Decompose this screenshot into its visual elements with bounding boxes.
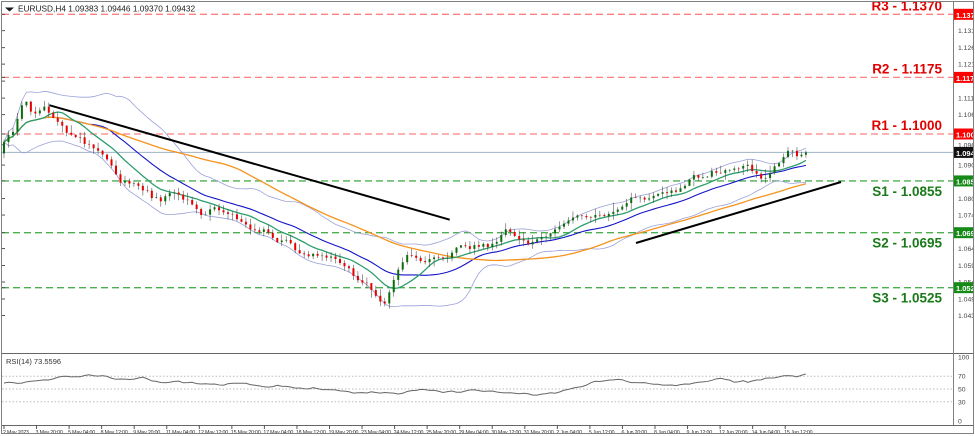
svg-text:23 May 04:00: 23 May 04:00 — [361, 430, 391, 434]
svg-text:R1 - 1.1000: R1 - 1.1000 — [871, 118, 942, 133]
svg-text:6 Jun 20:00: 6 Jun 20:00 — [621, 430, 647, 434]
svg-text:1.10600: 1.10600 — [958, 112, 974, 119]
svg-text:1.04390: 1.04390 — [958, 313, 974, 320]
svg-text:1.05250: 1.05250 — [956, 284, 974, 293]
svg-text:1.11750: 1.11750 — [956, 74, 974, 83]
svg-text:1.09432: 1.09432 — [956, 149, 974, 158]
svg-text:S3 - 1.0525: S3 - 1.0525 — [872, 291, 942, 306]
svg-text:9 May 20:00: 9 May 20:00 — [133, 430, 160, 434]
svg-text:1.08550: 1.08550 — [956, 177, 974, 186]
svg-text:5 Jun 12:00: 5 Jun 12:00 — [589, 430, 615, 434]
svg-text:19 May 20:00: 19 May 20:00 — [329, 430, 359, 434]
svg-text:9 Jun 12:00: 9 Jun 12:00 — [687, 430, 713, 434]
svg-text:1.09040: 1.09040 — [958, 163, 974, 170]
svg-text:8 Jun 04:00: 8 Jun 04:00 — [654, 430, 680, 434]
svg-text:11 May 04:00: 11 May 04:00 — [166, 430, 196, 434]
svg-text:8 May 12:00: 8 May 12:00 — [101, 430, 128, 434]
svg-text:1.13700: 1.13700 — [956, 11, 974, 20]
svg-text:1.04900: 1.04900 — [958, 297, 974, 304]
svg-text:1.12160: 1.12160 — [958, 62, 974, 69]
svg-text:1.10000: 1.10000 — [956, 131, 974, 140]
svg-text:S1 - 1.0855: S1 - 1.0855 — [872, 184, 942, 199]
svg-text:1.06950: 1.06950 — [956, 229, 974, 238]
svg-text:2 Jun 04:00: 2 Jun 04:00 — [556, 430, 582, 434]
svg-text:15 Jun 12:00: 15 Jun 12:00 — [784, 430, 812, 434]
svg-text:RSI(14) 73.5596: RSI(14) 73.5596 — [6, 357, 61, 366]
svg-text:1.08005: 1.08005 — [958, 196, 974, 203]
svg-text:18 May 12:00: 18 May 12:00 — [296, 430, 326, 434]
svg-text:12 Jun 20:00: 12 Jun 20:00 — [719, 430, 747, 434]
svg-text:31 May 20:00: 31 May 20:00 — [524, 430, 554, 434]
svg-text:12 May 12:00: 12 May 12:00 — [198, 430, 228, 434]
svg-text:30: 30 — [958, 399, 966, 406]
svg-text:1.13195: 1.13195 — [958, 28, 974, 35]
svg-text:24 May 12:00: 24 May 12:00 — [394, 430, 424, 434]
svg-text:1.07495: 1.07495 — [958, 213, 974, 220]
svg-text:1.05935: 1.05935 — [958, 263, 974, 270]
svg-text:15 May 20:00: 15 May 20:00 — [231, 430, 261, 434]
svg-text:1.06460: 1.06460 — [958, 246, 974, 253]
svg-text:0: 0 — [958, 419, 962, 426]
svg-text:25 May 20:00: 25 May 20:00 — [426, 430, 456, 434]
svg-text:3 May 20:00: 3 May 20:00 — [36, 430, 63, 434]
svg-text:100: 100 — [958, 355, 970, 362]
svg-text:R3 - 1.1370: R3 - 1.1370 — [871, 2, 942, 13]
svg-text:S2 - 1.0695: S2 - 1.0695 — [872, 236, 942, 251]
svg-text:1.12670: 1.12670 — [958, 45, 974, 52]
svg-text:14 Jun 04:00: 14 Jun 04:00 — [752, 430, 780, 434]
svg-text:2 May 2023: 2 May 2023 — [3, 430, 29, 434]
svg-text:70: 70 — [958, 374, 966, 381]
svg-text:17 May 04:00: 17 May 04:00 — [263, 430, 293, 434]
svg-text:1.11110: 1.11110 — [958, 96, 974, 103]
svg-text:50: 50 — [958, 387, 966, 394]
svg-text:30 May 12:00: 30 May 12:00 — [491, 430, 521, 434]
svg-text:R2 - 1.1175: R2 - 1.1175 — [872, 61, 942, 76]
svg-text:29 May 04:00: 29 May 04:00 — [459, 430, 489, 434]
svg-text:5 May 04:00: 5 May 04:00 — [68, 430, 95, 434]
